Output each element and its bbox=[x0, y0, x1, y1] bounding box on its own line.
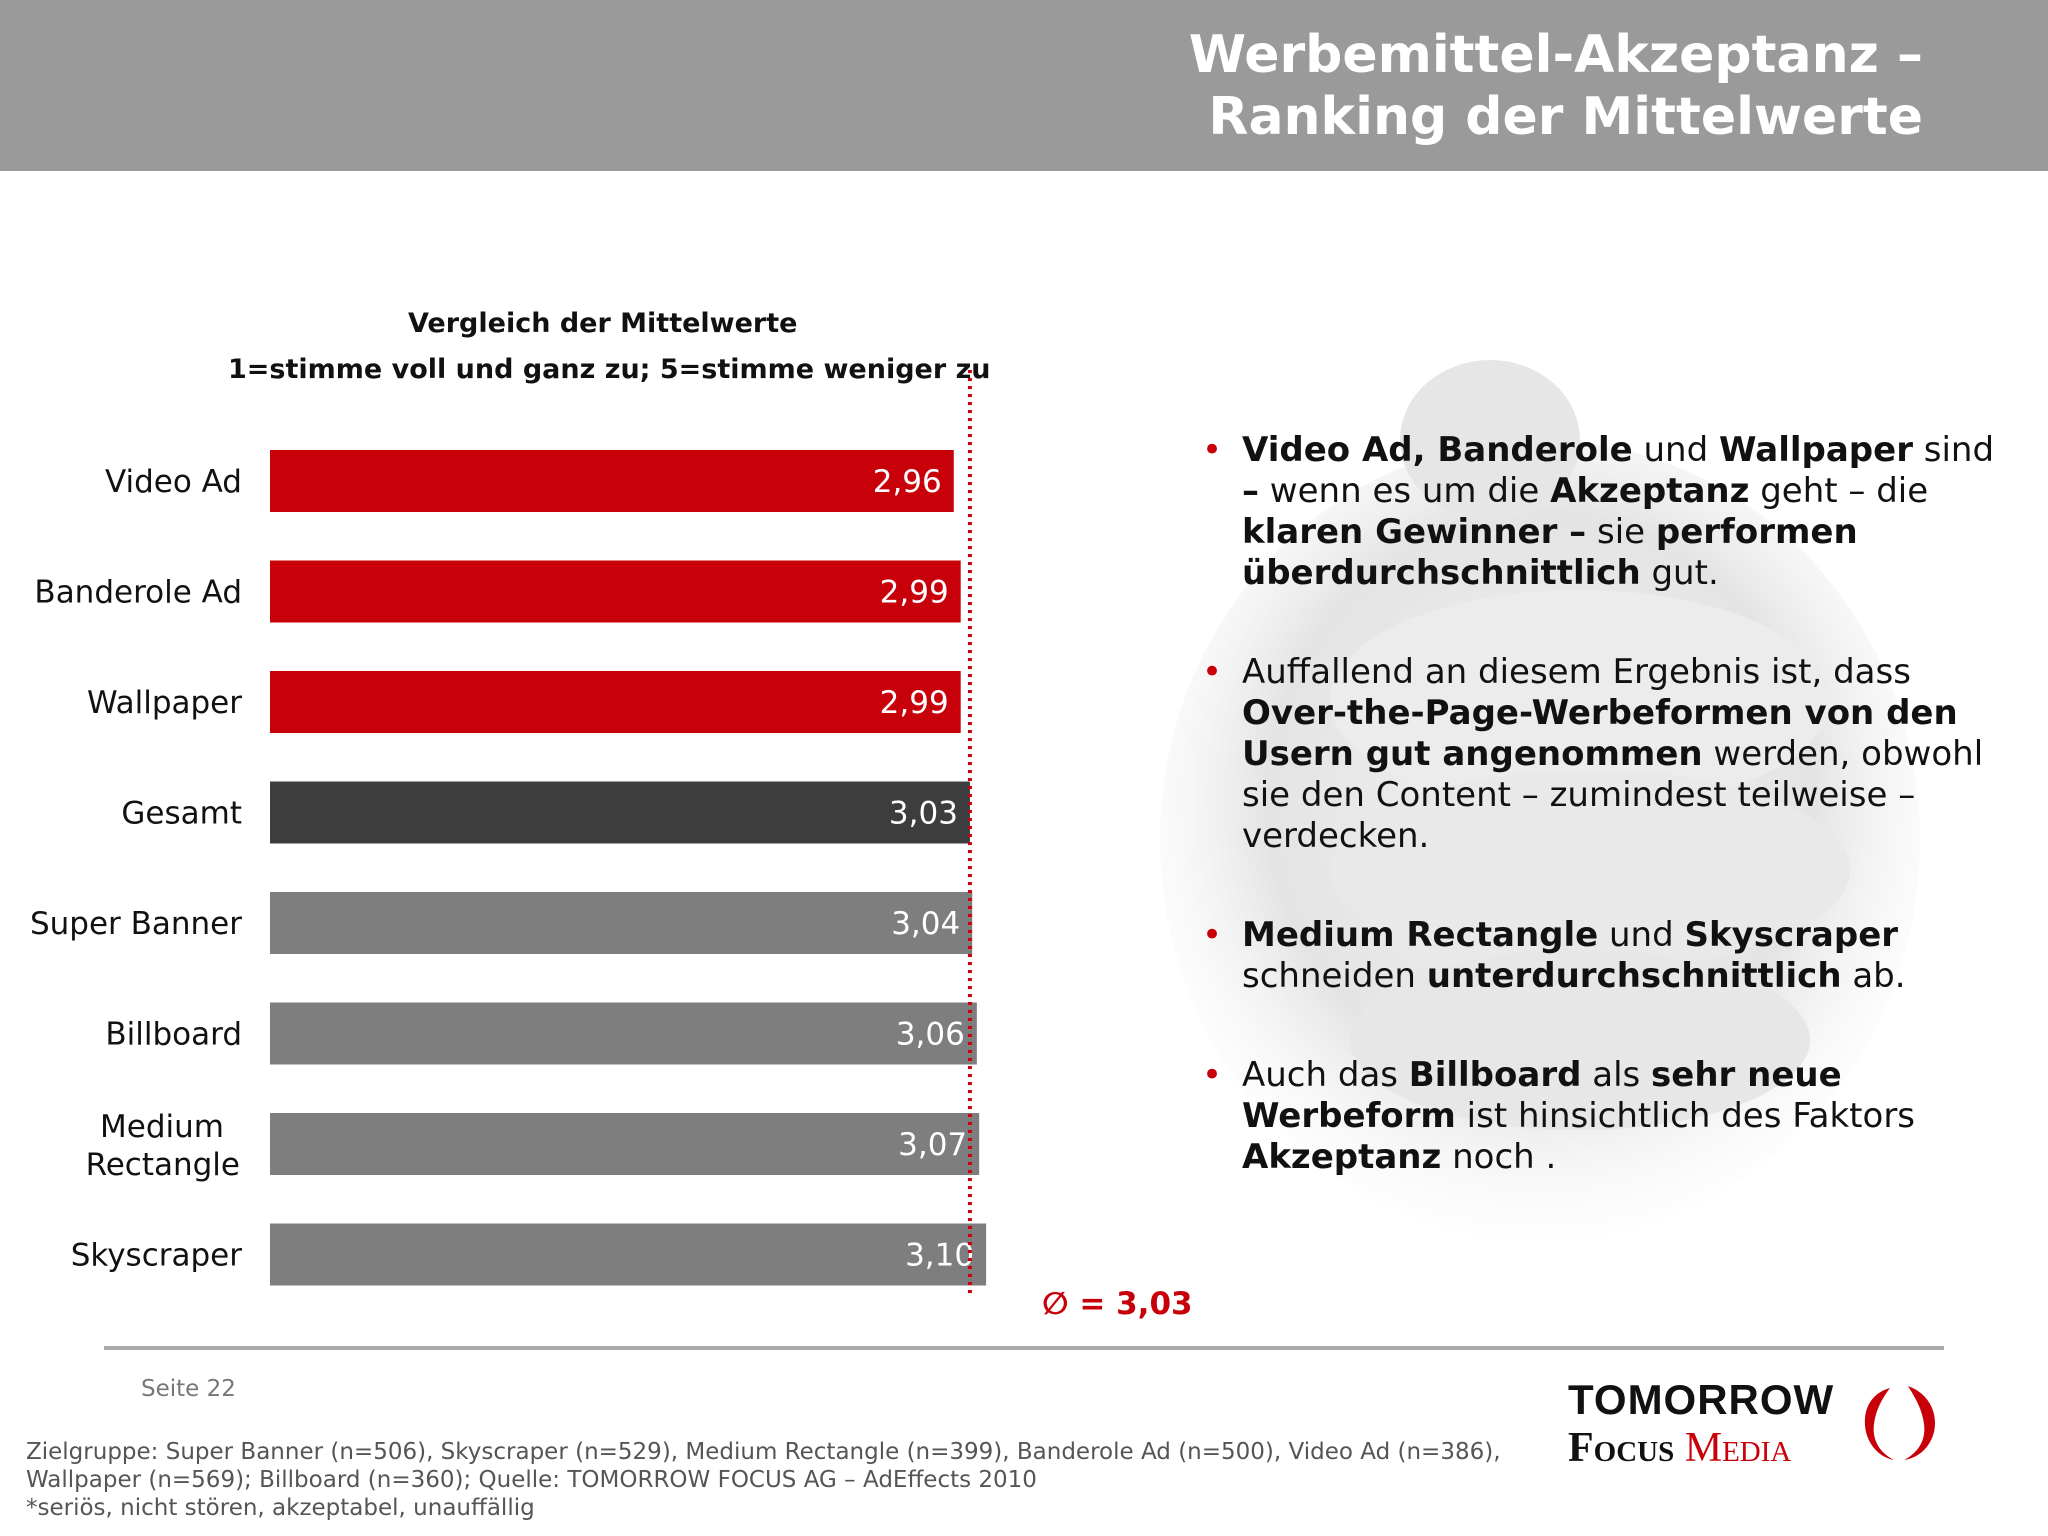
bullet-text-run: performen überdurchschnittlich bbox=[1242, 512, 1858, 593]
bullet-text-run: klaren Gewinner – bbox=[1242, 512, 1587, 552]
bullet-text-run: – bbox=[1242, 471, 1259, 511]
data-label: 3,10 bbox=[905, 1238, 974, 1274]
company-logo: TOMORROW Focus Media bbox=[1568, 1372, 1948, 1472]
page-title-line1: Werbemittel-Akzeptanz – bbox=[1188, 25, 1923, 85]
bullet-text-run: gut. bbox=[1640, 553, 1719, 593]
bullet-item: • Auffallend an diesem Ergebnis ist, dass… bbox=[1200, 652, 2000, 857]
category-label: Super Banner bbox=[30, 906, 242, 942]
header-bar: Werbemittel-Akzeptanz – Ranking der Mitt… bbox=[0, 0, 2048, 171]
bullet-text-run: und bbox=[1598, 915, 1685, 955]
category-label: Wallpaper bbox=[87, 685, 242, 721]
bullet-text-run: sind bbox=[1912, 430, 1995, 470]
bullet-text-run: sie bbox=[1586, 512, 1656, 552]
logo-text-focus: Focus bbox=[1568, 1425, 1675, 1471]
chart-title: Vergleich der Mittelwerte bbox=[408, 308, 798, 339]
bullet-dot-icon: • bbox=[1202, 652, 1223, 692]
logo-mark-icon bbox=[1864, 1386, 1935, 1460]
bullet-dot-icon: • bbox=[1202, 915, 1223, 955]
data-label: 3,06 bbox=[896, 1017, 965, 1053]
bullet-item: • Medium Rectangle und Skyscraper schneid… bbox=[1200, 915, 2000, 997]
bullet-text-run: Over-the-Page-Werbeformen von den Usern … bbox=[1242, 693, 1958, 774]
footer-note-line2: Wallpaper (n=569); Billboard (n=360); Qu… bbox=[26, 1467, 1037, 1493]
chart-subtitle: 1=stimme voll und ganz zu; 5=stimme weni… bbox=[228, 354, 991, 385]
data-label: 3,03 bbox=[889, 796, 958, 832]
bar bbox=[270, 892, 973, 954]
category-label: Video Ad bbox=[105, 464, 242, 500]
bullet-text-run: werden, obwohl sie den Content – zuminde… bbox=[1242, 734, 1984, 856]
data-label: 3,04 bbox=[891, 906, 960, 942]
page-number: Seite 22 bbox=[141, 1376, 236, 1402]
bullet-text-run: Skyscraper bbox=[1684, 915, 1899, 955]
bullet-item: • Auch das Billboard als sehr neue Werbef… bbox=[1200, 1055, 2000, 1178]
logo-text-line2: Focus Media bbox=[1568, 1424, 1791, 1472]
page-title-line2: Ranking der Mittelwerte bbox=[1208, 87, 1923, 147]
bullet-text-run: geht – die bbox=[1749, 471, 1929, 511]
category-label: Medium Rectangle bbox=[86, 1109, 240, 1183]
bullet-text-run: unterdurchschnittlich bbox=[1426, 956, 1842, 996]
bullet-text-run: Akzeptanz bbox=[1550, 471, 1750, 511]
average-label: ∅ = 3,03 bbox=[1042, 1286, 1193, 1322]
bullet-text-run: Billboard bbox=[1408, 1055, 1582, 1095]
bullet-text-run: Medium Rectangle bbox=[1242, 915, 1599, 955]
bullet-text-run: Wallpaper bbox=[1718, 430, 1913, 470]
bullet-text-run: schneiden bbox=[1242, 956, 1427, 996]
bar bbox=[270, 1223, 987, 1286]
footer-divider bbox=[104, 1346, 1944, 1350]
data-label: 2,99 bbox=[880, 575, 949, 611]
logo-text-media: Media bbox=[1684, 1425, 1792, 1471]
bar bbox=[270, 450, 954, 512]
bullet-text-run: wenn es um die bbox=[1259, 471, 1551, 511]
bullet-list: • Video Ad, Banderole und Wallpaper sind … bbox=[1200, 430, 2000, 1236]
bar-chart: 2,96 Video Ad 2,99 Banderole Ad 2,99 Wallpape… bbox=[30, 370, 987, 1295]
bullet-text-run: Akzeptanz bbox=[1242, 1137, 1442, 1177]
bullet-text-run: ab. bbox=[1841, 956, 1906, 996]
data-label: 2,96 bbox=[873, 464, 942, 500]
bullet-text-run: und bbox=[1632, 430, 1719, 470]
bar bbox=[270, 781, 970, 844]
bullet-item: • Video Ad, Banderole und Wallpaper sind … bbox=[1200, 430, 2000, 594]
thumbs-up-background-image bbox=[1160, 360, 1920, 1240]
bullet-text-run: als bbox=[1581, 1055, 1652, 1095]
logo-text-line1: TOMORROW bbox=[1568, 1376, 1835, 1423]
bar bbox=[270, 671, 961, 733]
bar bbox=[270, 1113, 980, 1175]
category-label: Skyscraper bbox=[71, 1238, 243, 1274]
category-label: Billboard bbox=[105, 1017, 242, 1053]
data-label: 3,07 bbox=[898, 1127, 967, 1163]
bullet-text-run: noch . bbox=[1441, 1137, 1557, 1177]
footer-note-line3: *seriös, nicht stören, akzeptabel, unauf… bbox=[26, 1495, 535, 1521]
data-label: 2,99 bbox=[880, 685, 949, 721]
bullet-text-run: sehr neue Werbeform bbox=[1242, 1055, 1842, 1136]
bullet-text-run: Auffallend an diesem Ergebnis ist, dass bbox=[1242, 652, 1911, 692]
footer-note: Zielgruppe: Super Banner (n=506), Skyscr… bbox=[26, 1438, 1501, 1522]
bullet-dot-icon: • bbox=[1202, 1055, 1223, 1095]
category-label: Gesamt bbox=[121, 796, 242, 832]
bullet-text-run: Auch das bbox=[1242, 1055, 1409, 1095]
category-label: Banderole Ad bbox=[34, 575, 242, 611]
bullet-text-run: Video Ad, Banderole bbox=[1242, 430, 1633, 470]
footer-note-line1: Zielgruppe: Super Banner (n=506), Skyscr… bbox=[26, 1439, 1501, 1465]
bar bbox=[270, 1002, 977, 1065]
bar bbox=[270, 560, 961, 623]
bullet-dot-icon: • bbox=[1202, 430, 1223, 470]
bullet-text-run: ist hinsichtlich des Faktors bbox=[1455, 1096, 1916, 1136]
page-title: Werbemittel-Akzeptanz – Ranking der Mitt… bbox=[1189, 24, 1923, 148]
